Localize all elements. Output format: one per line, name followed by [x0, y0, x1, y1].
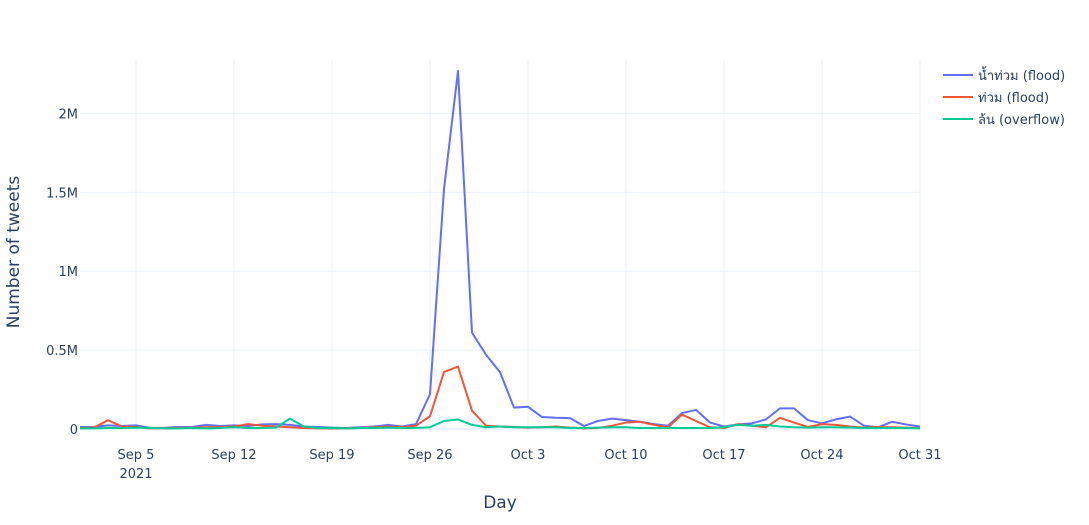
y-axis-ticks: 0 0.5M 1M 1.5M 2M — [46, 108, 78, 438]
x-axis-ticks: Sep 5 2021 Sep 12 Sep 19 Sep 26 Oct 3 Oct 10 Oc… — [118, 448, 942, 482]
gridlines — [80, 60, 921, 432]
y-tick-label: 1.5M — [46, 186, 78, 201]
x-tick-label: Sep 5 — [118, 448, 155, 463]
legend-item-2[interactable]: ท่วม (flood) — [943, 91, 1049, 106]
y-axis-title: Number of tweets — [4, 176, 24, 329]
series-line-2 — [79, 365, 921, 430]
legend-item-1[interactable]: น้ำท่วม (flood) — [943, 66, 1065, 84]
legend-label: น้ำท่วม (flood) — [978, 66, 1065, 84]
y-tick-label: 0.5M — [46, 344, 78, 359]
series-line-3 — [80, 417, 921, 430]
x-tick-label: Sep 12 — [211, 448, 256, 463]
x-tick-sublabel: 2021 — [119, 467, 152, 482]
legend-label: ท่วม (flood) — [978, 91, 1049, 106]
y-tick-label: 2M — [59, 108, 79, 123]
x-tick-label: Oct 24 — [800, 448, 843, 463]
legend[interactable]: น้ำท่วม (flood) ท่วม (flood) ล้น (overflo… — [943, 66, 1065, 128]
series-line-1 — [80, 70, 921, 430]
x-tick-label: Oct 17 — [702, 448, 745, 463]
series-lines — [79, 70, 921, 430]
x-tick-label: Oct 31 — [898, 448, 941, 463]
x-axis-title: Day — [483, 493, 517, 513]
x-tick-label: Oct 3 — [511, 448, 546, 463]
x-tick-label: Oct 10 — [604, 448, 647, 463]
y-tick-label: 1M — [59, 265, 79, 280]
legend-label: ล้น (overflow) — [978, 113, 1065, 128]
x-tick-label: Sep 19 — [309, 448, 354, 463]
y-tick-label: 0 — [70, 423, 78, 438]
legend-item-3[interactable]: ล้น (overflow) — [943, 113, 1065, 128]
x-tick-label: Sep 26 — [407, 448, 452, 463]
